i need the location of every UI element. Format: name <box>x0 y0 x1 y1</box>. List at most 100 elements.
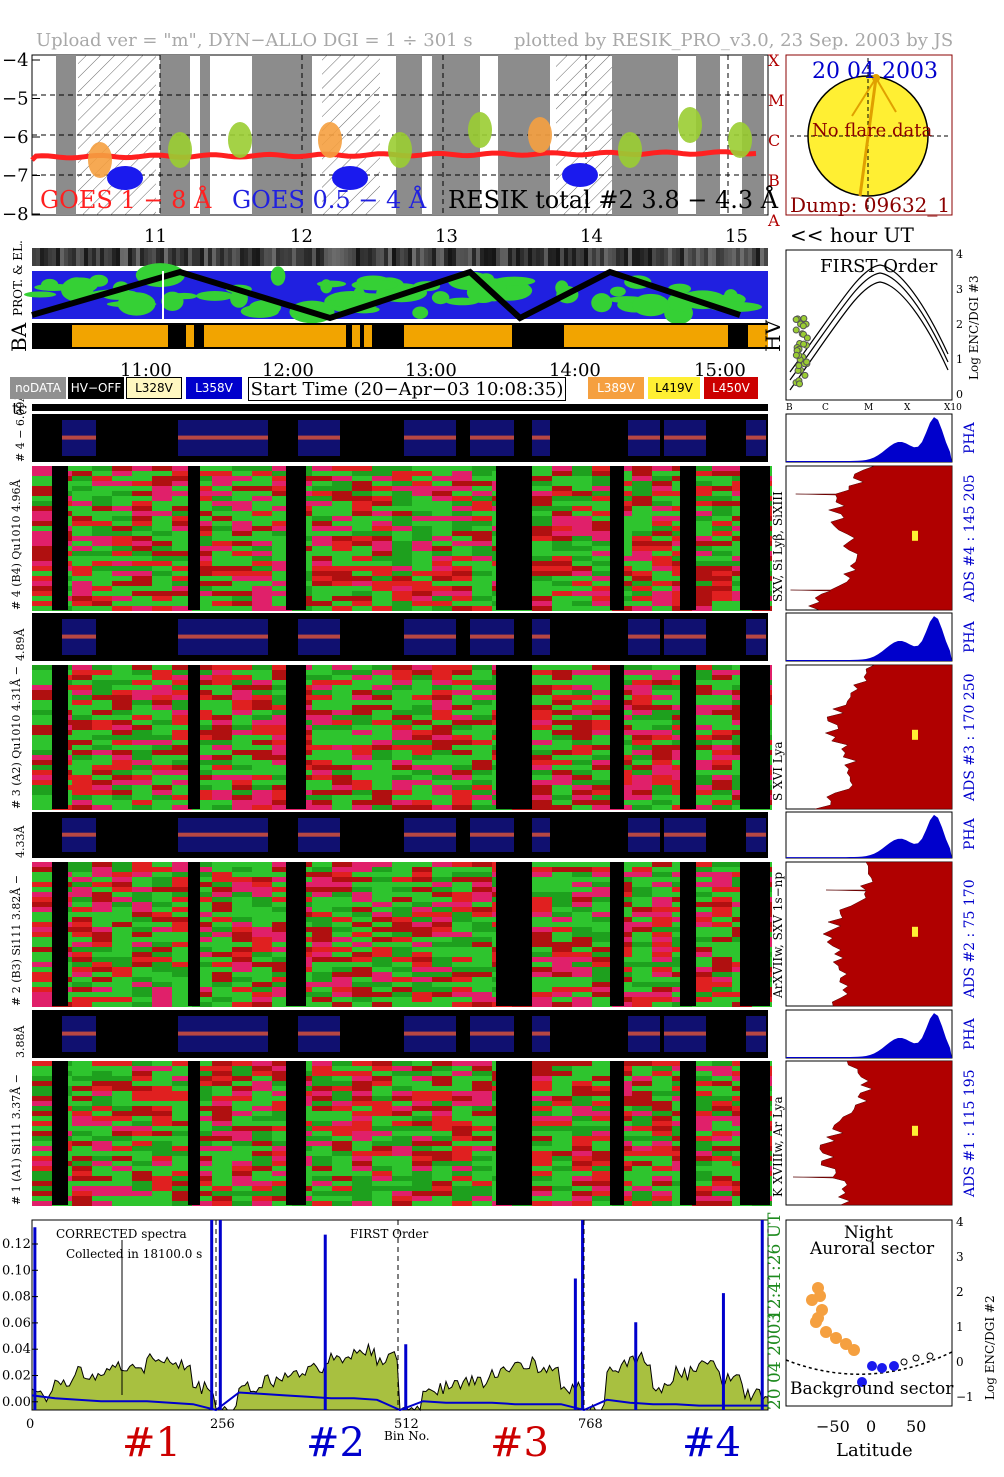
lat-ytick: 2 <box>956 1285 964 1299</box>
pha-label: PHA <box>962 817 978 850</box>
time-tick: 14:00 <box>549 360 601 381</box>
spectrum-xtick: 0 <box>26 1417 34 1432</box>
goes-class-label: M <box>768 91 784 110</box>
lat-xlabel: Latitude <box>836 1440 913 1461</box>
first-order-panel <box>785 249 953 401</box>
channel-pha-label: # 4 − 6.09Å <box>13 393 27 462</box>
ads-label: ADS #3 : 170 250 <box>962 673 978 802</box>
goes-ytick: −6 <box>2 127 29 148</box>
ads-lines-label: ArXVIIw, SXV 1s−np <box>771 872 785 999</box>
channel-pha-label: 3.88Å <box>13 1025 27 1058</box>
pha-label: PHA <box>962 620 978 653</box>
fo-ytick: 4 <box>956 248 963 261</box>
hour-axis-label: << hour UT <box>790 223 914 247</box>
goes-class-label: C <box>768 131 780 150</box>
ads-lines-label: S XVI Lya <box>771 742 785 802</box>
first-order-title: FIRST Order <box>820 256 938 277</box>
goes-class-axis: X M C B A <box>767 51 784 230</box>
lat-point-auroral <box>820 1326 832 1338</box>
lat-point <box>900 1358 908 1366</box>
spectrum-date: 20 04 2003 <box>765 1313 785 1410</box>
fo-ytick: 0 <box>956 388 963 401</box>
fo-ytick: 3 <box>956 283 963 296</box>
ba-label: BA <box>7 322 31 352</box>
fo-xtick: M <box>864 403 873 413</box>
fo-xtick: C <box>822 403 829 413</box>
fo-ytick: 2 <box>956 318 963 331</box>
goes-ytick: −4 <box>2 50 29 71</box>
status-l450: L450V <box>704 377 758 399</box>
hv-label: HV <box>761 320 785 352</box>
time-tick: 12:00 <box>262 360 314 381</box>
pha-label: PHA <box>962 1017 978 1050</box>
section-1: #1 <box>122 1420 181 1466</box>
lat-point <box>926 1352 934 1360</box>
spectrum-ytick: 0.04 <box>2 1342 31 1357</box>
hour-tick: 11 <box>144 226 167 247</box>
fo-xtick: X <box>904 403 911 413</box>
hour-axis: 11 12 13 14 15 <box>144 226 748 247</box>
lat-ytick: 0 <box>956 1355 964 1369</box>
goes-class-label: X <box>768 51 780 70</box>
tc-label: tc <box>12 399 27 418</box>
lat-xtick: 0 <box>866 1417 876 1436</box>
spectrum-ytick: 0.00 <box>2 1395 31 1410</box>
lat-ytick: 3 <box>956 1250 964 1264</box>
goes-class-label: A <box>767 211 780 230</box>
lat-point-auroral <box>848 1344 860 1356</box>
ads-lines-label: SXV, Si Lyβ, SiXIII <box>771 491 785 602</box>
start-time-box: Start Time (20−Apr−03 10:08:35) <box>248 377 566 401</box>
sun-dump: Dump: 09632_1 <box>790 193 950 217</box>
section-2: #2 <box>306 1420 365 1466</box>
fo-xtick: B <box>786 403 793 413</box>
spectrum-xtick: 256 <box>210 1417 235 1432</box>
time-axis: 11:00 12:00 13:00 14:00 15:00 <box>120 360 746 381</box>
spectrum-xlabel: Bin No. <box>384 1429 430 1443</box>
ads-label: ADS #1 : 115 195 <box>962 1069 978 1198</box>
spectrum-ytick: 0.10 <box>2 1263 31 1278</box>
lat-bottom-label: Background sector <box>790 1379 954 1399</box>
lat-point-auroral <box>830 1332 842 1344</box>
status-nodata: noDATA <box>10 377 66 399</box>
channel-pha-label: 4.33Å <box>13 825 27 858</box>
goes-y-axis: −4 −5 −6 −7 −8 <box>2 50 40 225</box>
lat-point-auroral <box>814 1290 826 1302</box>
lat-ytick: 1 <box>956 1320 964 1334</box>
section-4: #4 <box>682 1420 741 1466</box>
ads-lines-label: K XVIIIw, Ar Lya <box>771 1096 785 1197</box>
channel-label: # 3 (A2) Qu1010 4.31Å − <box>9 666 23 809</box>
spectrum-text-collected: Collected in 18100.0 s <box>66 1247 202 1261</box>
status-l358: L358V <box>186 377 242 399</box>
hour-tick: 14 <box>580 226 603 247</box>
sun-date: 20 04 2003 <box>812 59 938 84</box>
legend-goes-short: GOES 0.5 − 4 Å <box>232 185 427 214</box>
lat-ytick: 4 <box>956 1215 964 1229</box>
lat-ytick: −1 <box>956 1390 974 1404</box>
lat-xtick: 50 <box>906 1417 926 1436</box>
lat-point-auroral <box>812 1312 824 1324</box>
goes-panel: −4 −5 −6 −7 −8 X M C B A <box>2 50 784 230</box>
status-l419: L419V <box>648 377 700 399</box>
hour-tick: 15 <box>725 226 748 247</box>
fo-xtick: X10 <box>944 403 962 413</box>
time-tick: 15:00 <box>694 360 746 381</box>
time-tick: 13:00 <box>405 360 457 381</box>
spectrum-time: 12:41:26 UT <box>765 1212 785 1320</box>
goes-ytick: −7 <box>2 166 29 187</box>
lat-ylabel: Log ENC/DGI #2 <box>983 1295 997 1400</box>
lat-title-auroral: Auroral sector <box>809 1239 935 1259</box>
channel-label: # 1 (A1) Si111 3.37Å − <box>9 1074 23 1205</box>
spectrum-panel: 0.12 0.10 0.08 0.06 0.04 0.02 0.00 0 256 512 768 <box>2 1219 769 1432</box>
header-upload-text: Upload ver = "m", DYN−ALLO DGI = 1 ÷ 301… <box>36 30 473 51</box>
lat-point-background <box>877 1363 887 1373</box>
lat-xtick: −50 <box>816 1417 850 1436</box>
fo-ytick: 1 <box>956 353 963 366</box>
spectrum-text-corrected: CORRECTED spectra <box>56 1227 187 1241</box>
lat-title-night: Night <box>844 1223 893 1243</box>
ads-label: ADS #4 : 145 205 <box>962 474 978 603</box>
time-tick: 11:00 <box>120 360 172 381</box>
ads-label: ADS #2 : 75 170 <box>962 879 978 999</box>
pha-label: PHA <box>962 421 978 454</box>
channel-label: # 2 (B3) Si111 3.82Å − <box>9 875 23 1006</box>
